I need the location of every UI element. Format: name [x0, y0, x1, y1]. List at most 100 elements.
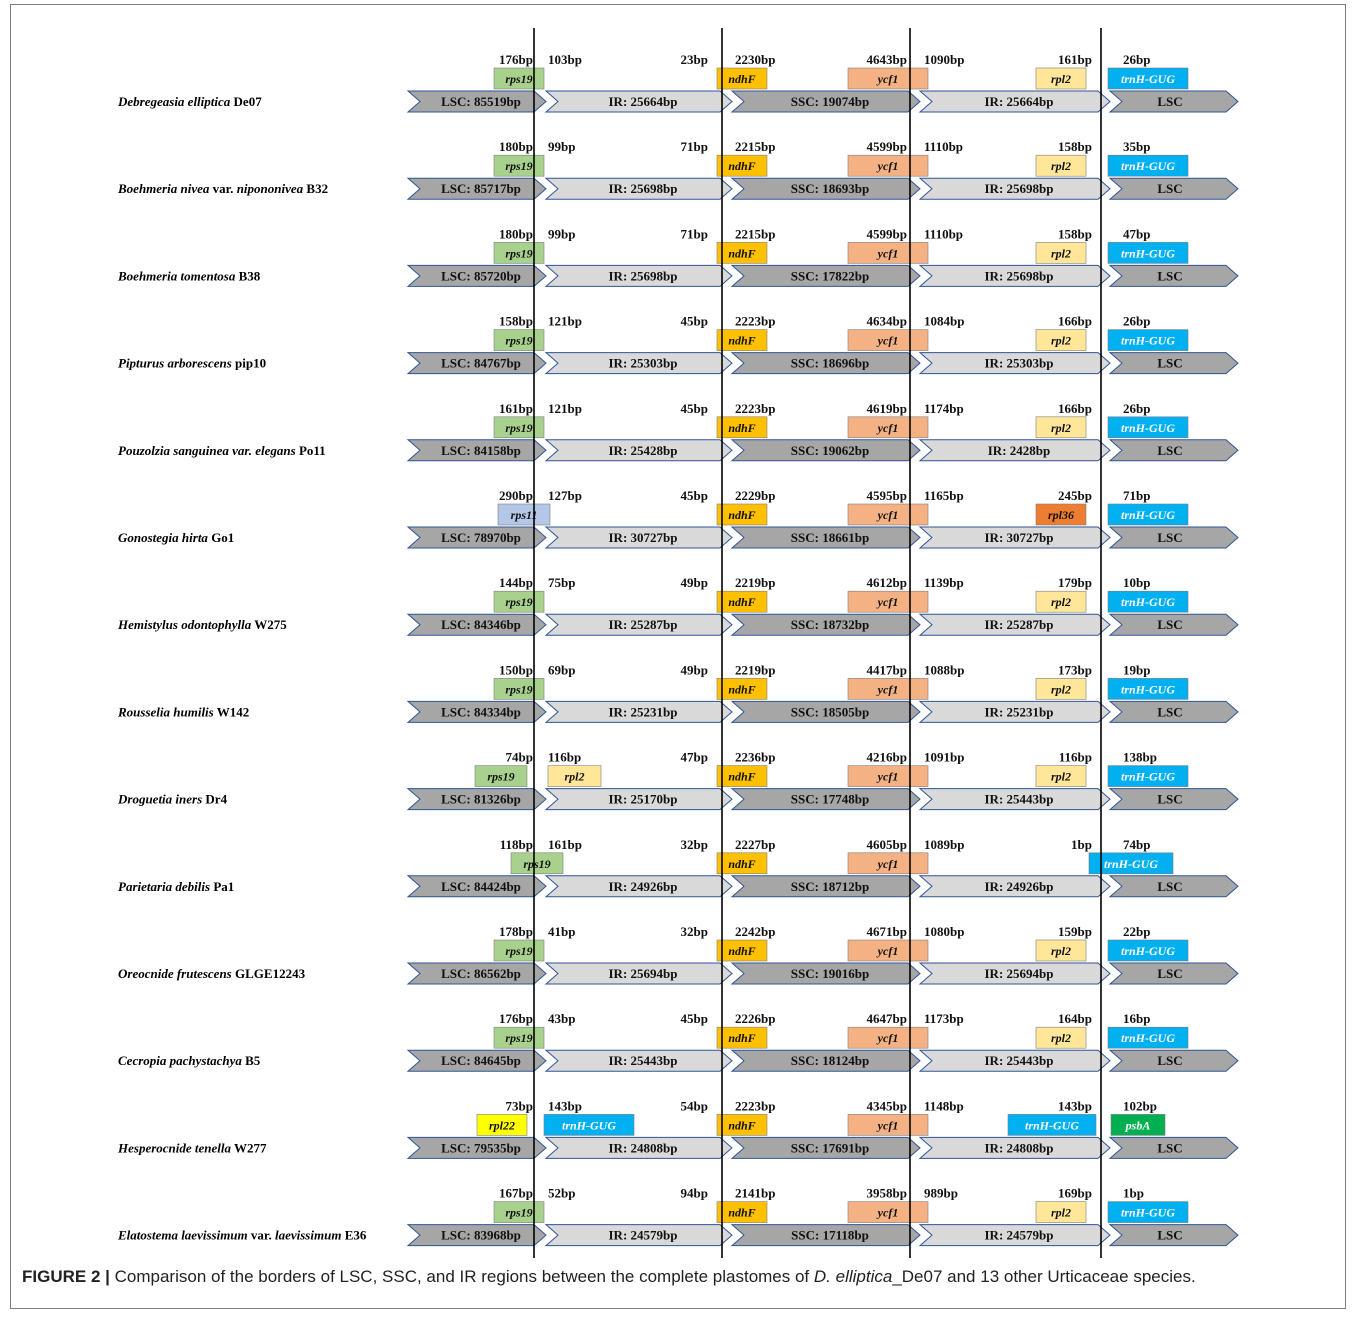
bp-label: 16bp [1123, 1011, 1150, 1026]
bp-label: 103bp [548, 52, 582, 67]
lsc-region-right-label: LSC [1157, 792, 1182, 807]
lsc-region-right-label: LSC [1157, 966, 1182, 981]
species-row-b32: Boehmeria nivea var. nipononivea B32 LSC:… [117, 139, 1238, 199]
bp-label: 73bp [506, 1098, 533, 1113]
species-code: pip10 [232, 356, 266, 371]
lsc-region-left-label: LSC: 78970bp [441, 530, 521, 545]
bp-label: 158bp [499, 314, 533, 329]
species-row-b5: Cecropia pachystachya B5 LSC: 84645bp IR: … [118, 1011, 1238, 1071]
gene-label-rps19: rps19 [505, 334, 532, 348]
gene-label-trnh-gug: trnH-GUG [1121, 944, 1175, 958]
species-name: Parietaria debilis Pa1 [118, 879, 234, 894]
gene-label-ndhf: ndhF [728, 857, 755, 871]
bp-label: 4634bp [867, 314, 907, 329]
gene-label-ndhf: ndhF [728, 595, 755, 609]
bp-label: 1080bp [924, 924, 964, 939]
bp-label: 176bp [499, 52, 533, 67]
bp-label: 10bp [1123, 575, 1150, 590]
bp-label: 2215bp [735, 226, 775, 241]
bp-label: 2215bp [735, 139, 775, 154]
gene-label-rpl2: rpl2 [1051, 682, 1071, 696]
species-name: Pouzolzia sanguinea var. elegans Po11 [118, 443, 326, 458]
species-name-var: var. [209, 181, 236, 196]
species-row-pa1: Parietaria debilis Pa1 LSC: 84424bp IR: 24… [118, 837, 1238, 897]
bp-label: 52bp [548, 1186, 575, 1201]
species-name-italic: Boehmeria tomentosa [117, 268, 236, 283]
bp-label: 1091bp [924, 750, 964, 765]
lsc-region-right-label: LSC [1157, 1140, 1182, 1155]
bp-label: 3958bp [867, 1186, 907, 1201]
species-row-w142: Rousselia humilis W142 LSC: 84334bp IR: 25… [117, 662, 1238, 722]
bp-label: 1173bp [924, 1011, 964, 1026]
gene-label-ycf1: ycf1 [876, 421, 899, 435]
ir-region-a-label: IR: 25170bp [609, 792, 678, 807]
lsc-region-left-label: LSC: 85717bp [441, 181, 521, 196]
gene-label-trnh-gug: trnH-GUG [1121, 682, 1175, 696]
lsc-region-left-label: LSC: 83968bp [441, 1228, 521, 1243]
ir-region-a-label: IR: 24808bp [609, 1140, 678, 1155]
bp-label: 150bp [499, 662, 533, 677]
ssc-region-label: SSC: 19074bp [791, 94, 869, 109]
bp-label: 2219bp [735, 575, 775, 590]
ir-region-a-label: IR: 24579bp [609, 1228, 678, 1243]
bp-label: 1084bp [924, 314, 964, 329]
ir-region-b-label: IR: 25287bp [985, 617, 1054, 632]
ir-region-b-label: IR: 30727bp [985, 530, 1054, 545]
lsc-region-right-label: LSC [1157, 181, 1182, 196]
species-code: B38 [235, 268, 260, 283]
bp-label: 71bp [681, 139, 708, 154]
bp-label: 45bp [681, 488, 708, 503]
bp-label: 4599bp [867, 226, 907, 241]
bp-label: 121bp [548, 314, 582, 329]
lsc-region-left-label: LSC: 84645bp [441, 1053, 521, 1068]
species-name-italic: Pipturus arborescens [118, 356, 232, 371]
bp-label: 2223bp [735, 401, 775, 416]
bp-label: 161bp [548, 837, 582, 852]
gene-label-ndhf: ndhF [728, 1031, 755, 1045]
ir-region-b-label: IR: 25443bp [985, 1053, 1054, 1068]
gene-label-rps19: rps19 [505, 595, 532, 609]
ssc-region-label: SSC: 17691bp [791, 1140, 869, 1155]
species-code: Pa1 [210, 879, 234, 894]
lsc-region-left-label: LSC: 84346bp [441, 617, 521, 632]
gene-label-ycf1: ycf1 [876, 72, 899, 86]
gene-label-trnh-gug: trnH-GUG [562, 1118, 616, 1132]
gene-label-rpl2: rpl2 [1051, 159, 1071, 173]
ssc-region-label: SSC: 17118bp [791, 1228, 869, 1243]
gene-label-rps19: rps19 [505, 944, 532, 958]
gene-label-rps19: rps19 [505, 682, 532, 696]
bp-label: 32bp [681, 837, 708, 852]
gene-label-trnh-gug: trnH-GUG [1121, 159, 1175, 173]
gene-label-rpl2: rpl2 [1051, 1031, 1071, 1045]
species-row-po11: Pouzolzia sanguinea var. elegans Po11 LSC… [118, 401, 1238, 461]
species-name: Boehmeria tomentosa B38 [117, 268, 261, 283]
species-code: De07 [230, 94, 262, 109]
lsc-region-left-label: LSC: 84158bp [441, 443, 521, 458]
bp-label: 4643bp [867, 52, 907, 67]
bp-label: 2223bp [735, 314, 775, 329]
species-name-italic-2: laevissimum [275, 1228, 341, 1243]
bp-label: 4619bp [867, 401, 907, 416]
gene-label-ycf1: ycf1 [876, 1206, 899, 1220]
bp-label: 45bp [681, 401, 708, 416]
gene-label-rpl2: rpl2 [1051, 1206, 1071, 1220]
figure-label: FIGURE 2 | [22, 1267, 110, 1286]
bp-label: 47bp [1123, 226, 1150, 241]
gene-label-ndhf: ndhF [728, 770, 755, 784]
gene-label-trnh-gug: trnH-GUG [1121, 72, 1175, 86]
bp-label: 45bp [681, 1011, 708, 1026]
bp-label: 1bp [1071, 837, 1092, 852]
ssc-region-label: SSC: 18693bp [791, 181, 869, 196]
bp-label: 143bp [548, 1098, 582, 1113]
bp-label: 1110bp [924, 226, 963, 241]
species-name-italic: Elatostema laevissimum [117, 1228, 248, 1243]
species-name-italic: Hemistylus odontophylla [117, 617, 252, 632]
lsc-region-right-label: LSC [1157, 879, 1182, 894]
gene-label-ndhf: ndhF [728, 508, 755, 522]
bp-label: 167bp [499, 1186, 533, 1201]
ssc-region-label: SSC: 18124bp [791, 1053, 869, 1068]
bp-label: 71bp [681, 226, 708, 241]
ir-region-a-label: IR: 24926bp [609, 879, 678, 894]
ir-region-b-label: IR: 25303bp [985, 356, 1054, 371]
species-code: GLGE12243 [232, 966, 306, 981]
